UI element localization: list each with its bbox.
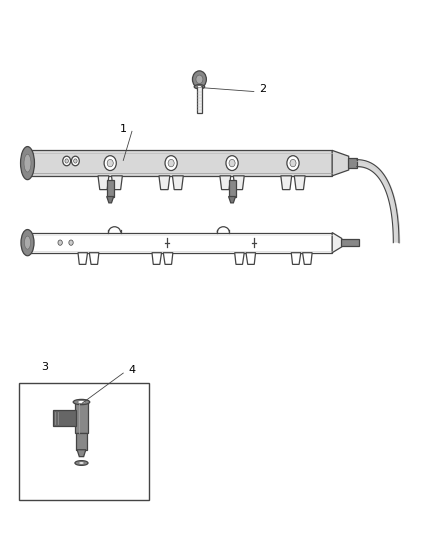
Polygon shape [78,253,88,264]
Polygon shape [89,253,99,264]
Ellipse shape [75,461,88,465]
Polygon shape [220,176,231,190]
Polygon shape [152,253,162,264]
Circle shape [290,159,296,167]
Circle shape [107,159,113,167]
Circle shape [71,156,79,166]
Bar [107,180,114,197]
Circle shape [192,71,206,88]
Circle shape [287,156,299,171]
Polygon shape [98,176,109,190]
Text: 4: 4 [128,365,135,375]
Bar [19,383,149,500]
Ellipse shape [21,147,35,180]
Ellipse shape [73,399,90,405]
Polygon shape [281,176,292,190]
Circle shape [229,159,235,167]
Polygon shape [303,253,312,264]
Bar [348,158,357,168]
Ellipse shape [21,230,34,256]
Circle shape [65,159,68,163]
Bar [53,410,76,426]
Polygon shape [332,150,349,176]
Polygon shape [77,450,86,457]
Polygon shape [332,232,342,253]
Circle shape [168,159,174,167]
Text: 3: 3 [42,362,49,372]
Circle shape [104,156,116,171]
Bar [229,180,236,197]
Bar [28,232,332,253]
Polygon shape [235,253,244,264]
Ellipse shape [194,85,205,89]
Polygon shape [357,160,399,243]
Polygon shape [112,176,122,190]
Bar [197,86,201,113]
Bar [341,239,359,246]
Bar [74,402,88,433]
Polygon shape [291,253,301,264]
Polygon shape [173,176,184,190]
Ellipse shape [197,86,201,88]
Polygon shape [159,176,170,190]
Circle shape [74,159,77,163]
Text: 2: 2 [259,84,266,94]
Polygon shape [163,253,173,264]
Circle shape [58,240,62,245]
Ellipse shape [25,236,31,249]
Polygon shape [229,197,236,203]
Ellipse shape [24,154,31,172]
Ellipse shape [78,462,85,464]
Bar [28,150,332,176]
Circle shape [226,156,238,171]
Polygon shape [107,197,114,203]
Ellipse shape [78,401,85,403]
Circle shape [69,240,73,245]
Polygon shape [74,411,76,425]
Circle shape [196,75,203,84]
Polygon shape [246,253,255,264]
Circle shape [63,156,71,166]
Circle shape [165,156,177,171]
Text: 1: 1 [120,124,127,134]
Bar [76,433,87,450]
Polygon shape [294,176,305,190]
Polygon shape [233,176,244,190]
